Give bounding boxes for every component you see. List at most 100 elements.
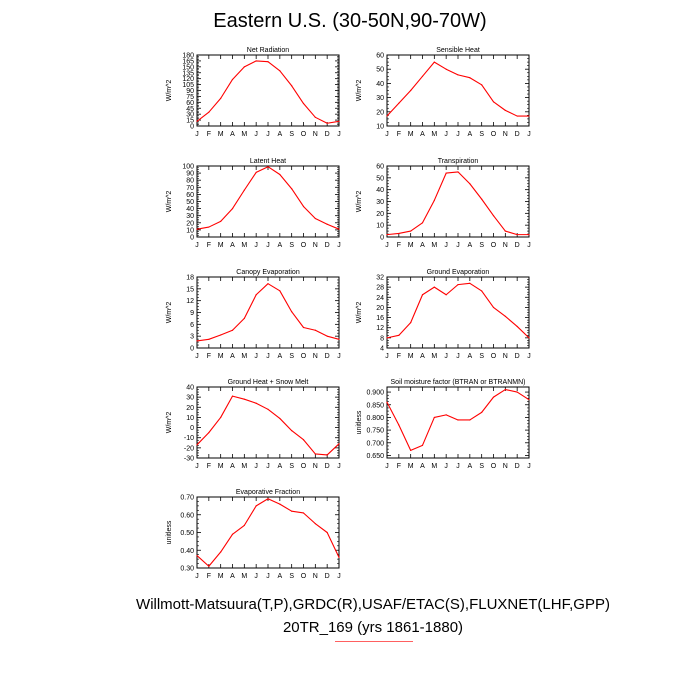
y-tick-label: 10 bbox=[186, 227, 194, 234]
x-tick-label: M bbox=[241, 353, 247, 360]
x-tick-label: N bbox=[503, 463, 508, 470]
x-tick-label: F bbox=[207, 463, 211, 470]
data-point bbox=[516, 325, 518, 328]
x-tick-label: J bbox=[254, 573, 258, 580]
y-tick-label: 0 bbox=[190, 346, 194, 353]
x-tick-label: O bbox=[491, 463, 497, 470]
x-tick-label: J bbox=[385, 242, 389, 249]
data-point bbox=[208, 338, 210, 340]
plot-frame bbox=[386, 54, 530, 127]
y-tick-label: 10 bbox=[376, 124, 384, 131]
data-point bbox=[469, 282, 471, 284]
y-tick-label: 40 bbox=[186, 206, 194, 213]
data-point bbox=[196, 444, 198, 446]
data-point bbox=[231, 208, 234, 210]
x-tick-label: S bbox=[289, 131, 294, 138]
x-tick-label: O bbox=[301, 573, 307, 580]
data-point bbox=[492, 396, 495, 398]
x-tick-label: J bbox=[337, 353, 341, 360]
y-tick-label: 30 bbox=[186, 112, 194, 119]
x-tick-label: J bbox=[444, 131, 448, 138]
series-line bbox=[386, 61, 529, 117]
x-tick-label: A bbox=[230, 353, 235, 360]
data-point bbox=[386, 337, 388, 339]
data-point bbox=[279, 70, 281, 72]
x-tick-label: J bbox=[456, 353, 460, 360]
data-point bbox=[231, 78, 234, 81]
y-tick-label: 40 bbox=[376, 187, 384, 194]
data-point bbox=[469, 77, 471, 79]
x-tick-label: F bbox=[397, 353, 401, 360]
x-tick-label: D bbox=[325, 463, 330, 470]
caption-underline bbox=[335, 641, 413, 642]
x-tick-label: M bbox=[241, 573, 247, 580]
x-tick-label: J bbox=[254, 463, 258, 470]
y-tick-label: 20 bbox=[376, 305, 384, 312]
data-point bbox=[433, 199, 435, 201]
data-point bbox=[302, 205, 305, 208]
y-tick-label: 4 bbox=[380, 346, 384, 353]
x-tick-label: F bbox=[207, 353, 211, 360]
y-axis-label: unitless bbox=[166, 520, 173, 544]
data-point bbox=[481, 290, 483, 292]
x-tick-label: S bbox=[479, 131, 484, 138]
data-point bbox=[492, 101, 495, 103]
y-tick-label: 0.850 bbox=[366, 402, 384, 409]
data-point bbox=[516, 391, 518, 393]
y-tick-label: 90 bbox=[186, 171, 194, 178]
data-point bbox=[481, 84, 483, 86]
data-point bbox=[243, 524, 245, 527]
data-point bbox=[291, 510, 293, 512]
x-tick-label: J bbox=[337, 242, 341, 249]
x-tick-label: J bbox=[385, 353, 389, 360]
data-point bbox=[231, 329, 234, 331]
data-point bbox=[469, 183, 471, 185]
data-point bbox=[504, 230, 506, 232]
x-tick-label: M bbox=[408, 131, 414, 138]
y-tick-label: 28 bbox=[376, 285, 384, 292]
y-tick-label: 75 bbox=[186, 94, 194, 101]
x-tick-label: J bbox=[337, 131, 341, 138]
x-tick-label: J bbox=[385, 131, 389, 138]
data-point bbox=[314, 329, 316, 331]
x-tick-label: D bbox=[515, 353, 520, 360]
x-tick-label: M bbox=[431, 463, 437, 470]
x-tick-label: J bbox=[195, 573, 199, 580]
data-point bbox=[291, 85, 293, 87]
x-tick-label: D bbox=[325, 242, 330, 249]
x-tick-label: A bbox=[467, 353, 472, 360]
data-point bbox=[255, 294, 257, 296]
case-caption: 20TR_169 (yrs 1861-1880) bbox=[282, 619, 464, 636]
panel-9: Evaporative Fraction unitless 0.30 0.40 0.50… bbox=[166, 489, 341, 580]
y-tick-label: 0.650 bbox=[366, 453, 384, 460]
y-tick-label: 60 bbox=[186, 192, 194, 199]
series-line bbox=[196, 395, 340, 456]
y-tick-label: -20 bbox=[184, 445, 194, 452]
data-source-caption: Willmott-Matsuura(T,P),GRDC(R),USAF/ETAC… bbox=[136, 596, 610, 613]
x-tick-label: A bbox=[230, 463, 235, 470]
x-tick-label: J bbox=[456, 242, 460, 249]
data-point bbox=[421, 444, 424, 446]
x-tick-label: J bbox=[266, 573, 270, 580]
x-tick-label: M bbox=[218, 131, 224, 138]
data-point bbox=[445, 68, 447, 70]
x-tick-label: M bbox=[241, 463, 247, 470]
y-axis-label: W/m^2 bbox=[166, 80, 173, 102]
y-tick-label: 70 bbox=[186, 185, 194, 192]
data-point bbox=[302, 102, 305, 105]
data-point bbox=[516, 115, 518, 117]
data-point bbox=[302, 326, 305, 329]
x-tick-label: J bbox=[254, 353, 258, 360]
y-tick-label: 60 bbox=[376, 53, 384, 60]
data-point bbox=[279, 290, 281, 292]
data-point bbox=[398, 232, 400, 235]
series-line bbox=[386, 171, 529, 236]
y-tick-label: 180 bbox=[182, 53, 194, 60]
y-tick-label: 105 bbox=[182, 82, 194, 89]
data-point bbox=[410, 89, 412, 92]
panel-title: Canopy Evaporation bbox=[236, 269, 300, 276]
data-point bbox=[243, 398, 245, 400]
x-tick-label: S bbox=[289, 573, 294, 580]
y-tick-label: 32 bbox=[376, 275, 384, 282]
